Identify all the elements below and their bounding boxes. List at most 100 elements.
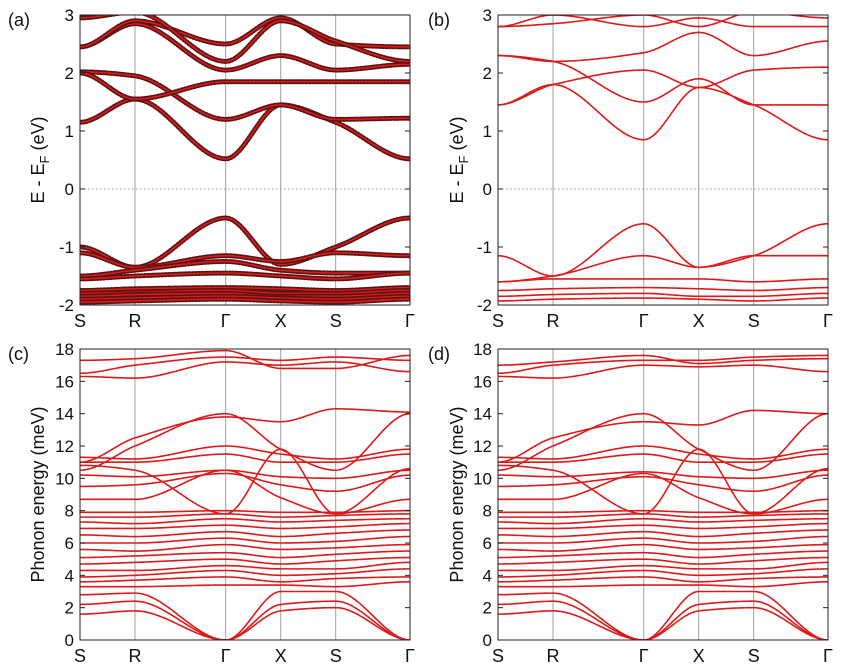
- band-ac1: [498, 606, 828, 640]
- band-vb5: [80, 286, 410, 292]
- y-tick-label: 16: [473, 372, 492, 391]
- y-axis-label-main: Phonon energy (meV): [28, 406, 48, 582]
- band-op10: [80, 522, 410, 530]
- plot-frame: [497, 14, 829, 306]
- band-op11: [498, 517, 828, 525]
- x-tick-label: Γ: [221, 646, 231, 666]
- band-op23: [498, 354, 828, 366]
- band-op07: [498, 543, 828, 552]
- y-tick-label: -2: [59, 296, 74, 315]
- band-vb3: [498, 278, 828, 283]
- band-op19: [498, 445, 828, 460]
- x-tick-label: R: [547, 646, 560, 666]
- plot-frame: [79, 348, 411, 641]
- band-op21: [498, 409, 828, 463]
- band-cb3: [498, 66, 828, 106]
- band-vb4: [498, 286, 828, 292]
- y-axis-label-unit: (eV): [447, 117, 467, 156]
- x-tick-label: X: [275, 646, 287, 666]
- y-tick-label: 14: [55, 405, 74, 424]
- band-op19: [80, 445, 410, 460]
- x-tick-label: S: [748, 646, 760, 666]
- band-op20: [80, 412, 410, 472]
- y-tick-label: 0: [483, 180, 492, 199]
- band-op23: [80, 349, 410, 370]
- band-vb2: [80, 251, 410, 269]
- band-vb5: [498, 292, 828, 298]
- y-tick-label: 18: [473, 340, 492, 359]
- panel-label: (a): [8, 10, 30, 30]
- x-tick-label: Γ: [405, 311, 415, 331]
- x-tick-label: Γ: [639, 311, 649, 331]
- band-ac3: [80, 590, 410, 640]
- band-op01: [80, 581, 410, 588]
- band-op24: [498, 354, 828, 375]
- panel-c: 0 2 4 6 8 10 12 14 16 18 S R Γ X S Γ (c) Phonon energy (m…: [8, 340, 415, 666]
- y-tick-label: 18: [55, 340, 74, 359]
- panel-d: 0 2 4 6 8 10 12 14 16 18 S R Γ X S Γ (d) Phonon energy (m…: [428, 340, 833, 666]
- y-tick-label: 14: [473, 405, 492, 424]
- bands-group: [80, 349, 410, 640]
- band-vb4: [80, 272, 410, 280]
- band-op08: [80, 535, 410, 544]
- band-op03: [498, 568, 828, 578]
- x-tick-label: S: [330, 311, 342, 331]
- band-op09: [80, 529, 410, 538]
- band-op03: [80, 568, 410, 578]
- y-tick-label: 6: [483, 534, 492, 553]
- x-tick-label: X: [693, 311, 705, 331]
- y-axis-label-main: Phonon energy (meV): [447, 406, 467, 582]
- band-op01: [498, 581, 828, 588]
- x-tick-label: S: [74, 311, 86, 331]
- x-tick-label: Γ: [639, 646, 649, 666]
- x-tick-label: X: [693, 646, 705, 666]
- band-ac2: [80, 600, 410, 640]
- x-tick-label: Γ: [221, 311, 231, 331]
- y-tick-label: 8: [65, 502, 74, 521]
- y-tick-label: 1: [65, 122, 74, 141]
- plot-background: [498, 15, 828, 305]
- band-op08: [498, 535, 828, 544]
- y-tick-label: 12: [55, 437, 74, 456]
- plot-frame: [497, 348, 829, 641]
- band-cb2: [80, 71, 410, 121]
- y-tick-label: 8: [483, 502, 492, 521]
- band-op16: [80, 469, 410, 480]
- band-op09: [498, 529, 828, 538]
- band-op21: [80, 408, 410, 463]
- x-tick-label: Γ: [405, 646, 415, 666]
- band-vb7: [80, 292, 410, 298]
- x-tick-label: S: [492, 311, 504, 331]
- band-vb8: [80, 295, 410, 300]
- x-tick-label: Γ: [823, 646, 833, 666]
- y-tick-label: 6: [65, 534, 74, 553]
- band-op02: [80, 576, 410, 583]
- x-tick-label: X: [275, 311, 287, 331]
- x-tick-label: S: [492, 646, 504, 666]
- band-op15: [80, 472, 410, 493]
- y-tick-label: -1: [477, 238, 492, 257]
- band-op04: [498, 561, 828, 572]
- band-op05: [498, 556, 828, 565]
- y-axis-label: E - EF (eV): [447, 117, 471, 204]
- band-op02: [498, 576, 828, 583]
- band-op12: [80, 513, 410, 518]
- band-cb4: [80, 22, 410, 71]
- x-tick-label: S: [748, 311, 760, 331]
- band-op22: [498, 364, 828, 379]
- y-tick-label: -1: [59, 238, 74, 257]
- band-ac3: [498, 590, 828, 640]
- band-op06: [498, 550, 828, 559]
- bands-group: [498, 354, 828, 640]
- band-op16: [498, 469, 828, 480]
- band-op17: [498, 448, 828, 515]
- band-op24: [80, 356, 410, 375]
- y-axis-label: Phonon energy (meV): [447, 406, 467, 582]
- y-tick-label: 4: [65, 566, 74, 585]
- y-tick-label: 10: [55, 469, 74, 488]
- band-op11: [80, 517, 410, 525]
- y-tick-label: 0: [483, 631, 492, 650]
- band-op04: [80, 561, 410, 572]
- panel-label: (d): [428, 344, 450, 364]
